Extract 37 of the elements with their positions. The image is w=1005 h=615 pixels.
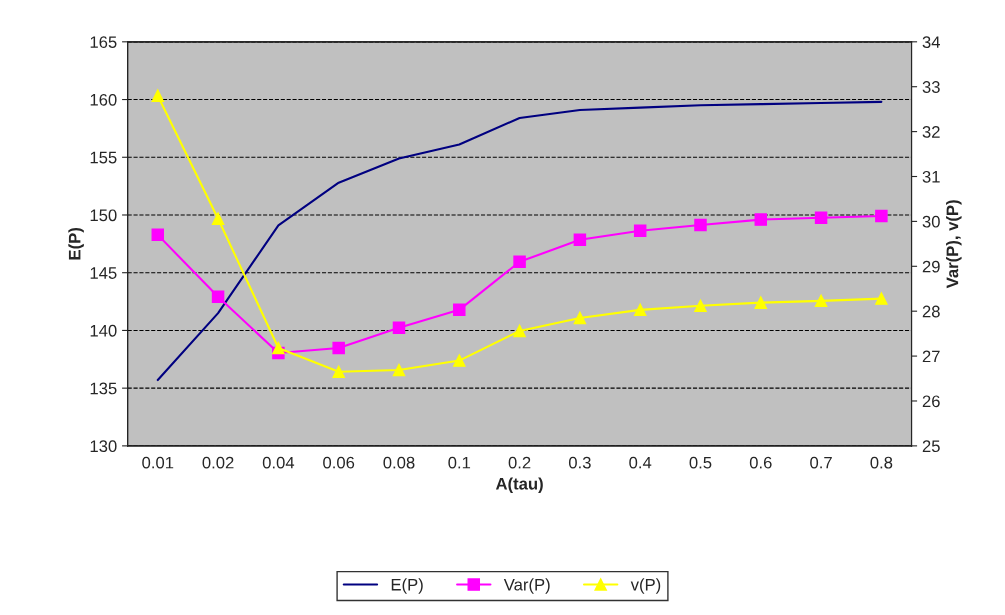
y2-tick-label: 32	[922, 126, 940, 138]
y2-tick-label: 27	[922, 350, 940, 363]
x-tick-label: 0.3	[568, 456, 591, 469]
x-tick-label: 0.06	[323, 456, 355, 469]
y2-tick-label: 26	[922, 395, 940, 408]
y2-tick-label: 30	[922, 215, 940, 228]
y2-tick-label: 29	[922, 260, 940, 273]
legend-label: Var(P)	[503, 578, 550, 594]
y2-tick-label: 33	[922, 81, 940, 93]
x-tick-label: 0.8	[870, 456, 893, 469]
y2-tick-label: 34	[922, 36, 940, 49]
x-tick-label: 0.08	[383, 456, 415, 469]
y-tick-label: 135	[90, 382, 117, 395]
legend-label: E(P)	[391, 578, 423, 594]
x-tick-label: 0.01	[142, 456, 174, 469]
y-tick-label: 130	[90, 440, 117, 453]
y-tick-label: 160	[90, 93, 117, 106]
y-tick-label: 140	[90, 324, 117, 337]
y2-tick-label: 25	[922, 440, 940, 453]
x-tick-label: 0.6	[749, 456, 772, 469]
y-axis-title: E(P)	[68, 228, 84, 260]
y-tick-label: 145	[90, 267, 117, 279]
x-tick-label: 0.04	[262, 456, 295, 469]
x-tick-label: 0.4	[629, 456, 652, 469]
y-tick-label: 165	[90, 36, 117, 49]
x-tick-label: 0.02	[202, 456, 234, 469]
x-axis-title: A(tau)	[495, 477, 543, 493]
y-tick-label: 150	[90, 209, 117, 222]
x-tick-label: 0.7	[810, 456, 832, 469]
x-tick-label: 0.1	[448, 456, 471, 469]
x-tick-label: 0.2	[508, 456, 531, 469]
x-tick-label: 0.5	[689, 456, 712, 469]
y2-tick-label: 28	[922, 305, 940, 318]
y2-axis-title: Var(P), v(P)	[946, 200, 962, 289]
legend-label: v(P)	[630, 578, 661, 594]
y2-tick-label: 31	[922, 170, 940, 183]
y-tick-label: 155	[90, 151, 117, 164]
